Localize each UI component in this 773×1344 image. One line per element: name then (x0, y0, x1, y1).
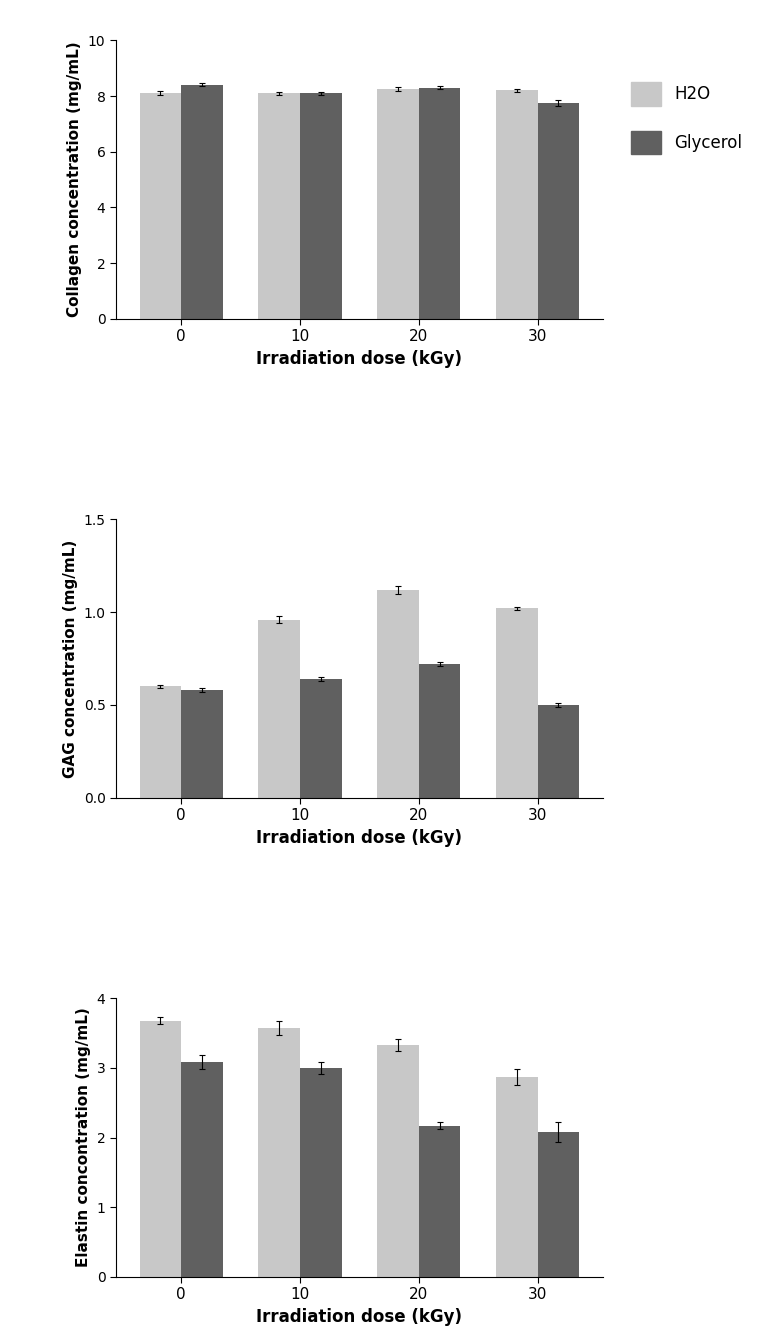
Bar (258, 620, 300, 798)
Bar (300, 93, 342, 319)
Bar (496, 1077, 537, 1277)
Bar (258, 1028, 300, 1277)
Bar (537, 103, 579, 319)
Bar (258, 93, 300, 319)
X-axis label: Irradiation dose (kGy): Irradiation dose (kGy) (257, 829, 462, 847)
Bar (419, 87, 461, 319)
Y-axis label: Collagen concentration (mg/mL): Collagen concentration (mg/mL) (67, 42, 83, 317)
Bar (496, 90, 537, 319)
Bar (377, 89, 419, 319)
Bar (140, 687, 182, 798)
X-axis label: Irradiation dose (kGy): Irradiation dose (kGy) (257, 1308, 462, 1325)
Bar (496, 609, 537, 798)
X-axis label: Irradiation dose (kGy): Irradiation dose (kGy) (257, 349, 462, 368)
Bar (419, 1126, 461, 1277)
Bar (182, 1062, 223, 1277)
Bar (377, 590, 419, 798)
Bar (537, 1132, 579, 1277)
Bar (419, 664, 461, 798)
Legend: H2O, Glycerol: H2O, Glycerol (631, 82, 742, 155)
Y-axis label: GAG concentration (mg/mL): GAG concentration (mg/mL) (63, 539, 78, 778)
Bar (140, 93, 182, 319)
Bar (182, 85, 223, 319)
Bar (300, 1068, 342, 1277)
Bar (140, 1020, 182, 1277)
Bar (300, 679, 342, 798)
Y-axis label: Elastin concontration (mg/mL): Elastin concontration (mg/mL) (76, 1008, 91, 1267)
Bar (182, 689, 223, 798)
Bar (537, 706, 579, 798)
Bar (377, 1046, 419, 1277)
